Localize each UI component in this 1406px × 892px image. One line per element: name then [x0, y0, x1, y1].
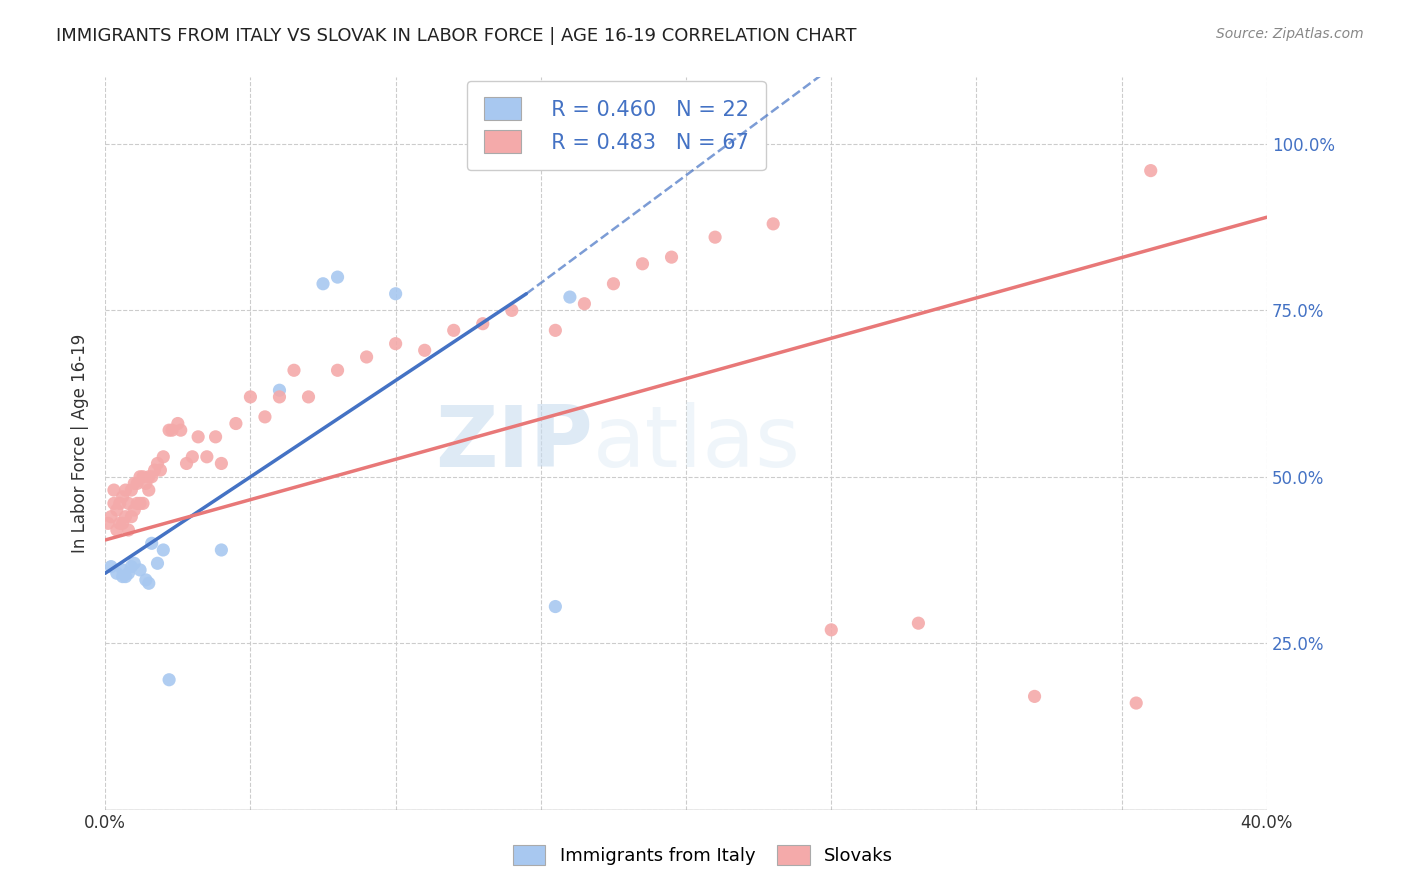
Point — [108, 516, 131, 531]
Point — [544, 323, 567, 337]
Point — [146, 457, 169, 471]
Point — [105, 566, 128, 581]
Point — [443, 323, 465, 337]
Point — [166, 417, 188, 431]
Point — [661, 250, 683, 264]
Point — [204, 430, 226, 444]
Point — [127, 496, 149, 510]
Point — [820, 623, 842, 637]
Point — [132, 469, 155, 483]
Point — [138, 469, 160, 483]
Legend:   R = 0.460   N = 22,   R = 0.483   N = 67: R = 0.460 N = 22, R = 0.483 N = 67 — [467, 80, 766, 169]
Legend: Immigrants from Italy, Slovaks: Immigrants from Italy, Slovaks — [503, 836, 903, 874]
Point — [114, 509, 136, 524]
Point — [143, 463, 166, 477]
Point — [135, 476, 157, 491]
Point — [117, 523, 139, 537]
Point — [1125, 696, 1147, 710]
Point — [120, 483, 142, 497]
Point — [117, 496, 139, 510]
Point — [105, 503, 128, 517]
Point — [283, 363, 305, 377]
Point — [141, 536, 163, 550]
Point — [326, 363, 349, 377]
Point — [111, 516, 134, 531]
Point — [108, 496, 131, 510]
Point — [239, 390, 262, 404]
Point — [356, 350, 378, 364]
Point — [413, 343, 436, 358]
Point — [501, 303, 523, 318]
Point — [129, 563, 152, 577]
Point — [209, 543, 232, 558]
Point — [384, 286, 406, 301]
Point — [170, 423, 193, 437]
Point — [120, 559, 142, 574]
Point — [114, 569, 136, 583]
Point — [103, 496, 125, 510]
Point — [138, 483, 160, 497]
Point — [762, 217, 785, 231]
Text: IMMIGRANTS FROM ITALY VS SLOVAK IN LABOR FORCE | AGE 16-19 CORRELATION CHART: IMMIGRANTS FROM ITALY VS SLOVAK IN LABOR… — [56, 27, 856, 45]
Point — [326, 270, 349, 285]
Point — [129, 469, 152, 483]
Point — [269, 383, 291, 397]
Point — [907, 616, 929, 631]
Point — [544, 599, 567, 614]
Point — [225, 417, 247, 431]
Point — [146, 556, 169, 570]
Point — [111, 569, 134, 583]
Point — [181, 450, 204, 464]
Point — [141, 469, 163, 483]
Point — [195, 450, 218, 464]
Point — [297, 390, 319, 404]
Point — [105, 523, 128, 537]
Point — [111, 490, 134, 504]
Point — [704, 230, 727, 244]
Point — [471, 317, 494, 331]
Point — [574, 296, 596, 310]
Point — [127, 476, 149, 491]
Text: ZIP: ZIP — [436, 402, 593, 485]
Point — [122, 556, 145, 570]
Point — [269, 390, 291, 404]
Point — [111, 563, 134, 577]
Point — [631, 257, 654, 271]
Point — [384, 336, 406, 351]
Point — [1139, 163, 1161, 178]
Point — [117, 566, 139, 581]
Point — [120, 509, 142, 524]
Point — [1024, 690, 1046, 704]
Point — [176, 457, 198, 471]
Point — [122, 503, 145, 517]
Point — [135, 573, 157, 587]
Point — [187, 430, 209, 444]
Point — [100, 509, 122, 524]
Point — [152, 450, 174, 464]
Point — [100, 559, 122, 574]
Point — [157, 423, 180, 437]
Point — [157, 673, 180, 687]
Point — [103, 483, 125, 497]
Text: atlas: atlas — [593, 402, 801, 485]
Point — [97, 516, 120, 531]
Point — [602, 277, 624, 291]
Point — [209, 457, 232, 471]
Point — [129, 496, 152, 510]
Point — [160, 423, 183, 437]
Point — [138, 576, 160, 591]
Point — [122, 476, 145, 491]
Point — [312, 277, 335, 291]
Point — [132, 496, 155, 510]
Point — [152, 543, 174, 558]
Point — [114, 483, 136, 497]
Point — [558, 290, 581, 304]
Text: Source: ZipAtlas.com: Source: ZipAtlas.com — [1216, 27, 1364, 41]
Point — [253, 409, 276, 424]
Y-axis label: In Labor Force | Age 16-19: In Labor Force | Age 16-19 — [72, 334, 89, 553]
Point — [149, 463, 172, 477]
